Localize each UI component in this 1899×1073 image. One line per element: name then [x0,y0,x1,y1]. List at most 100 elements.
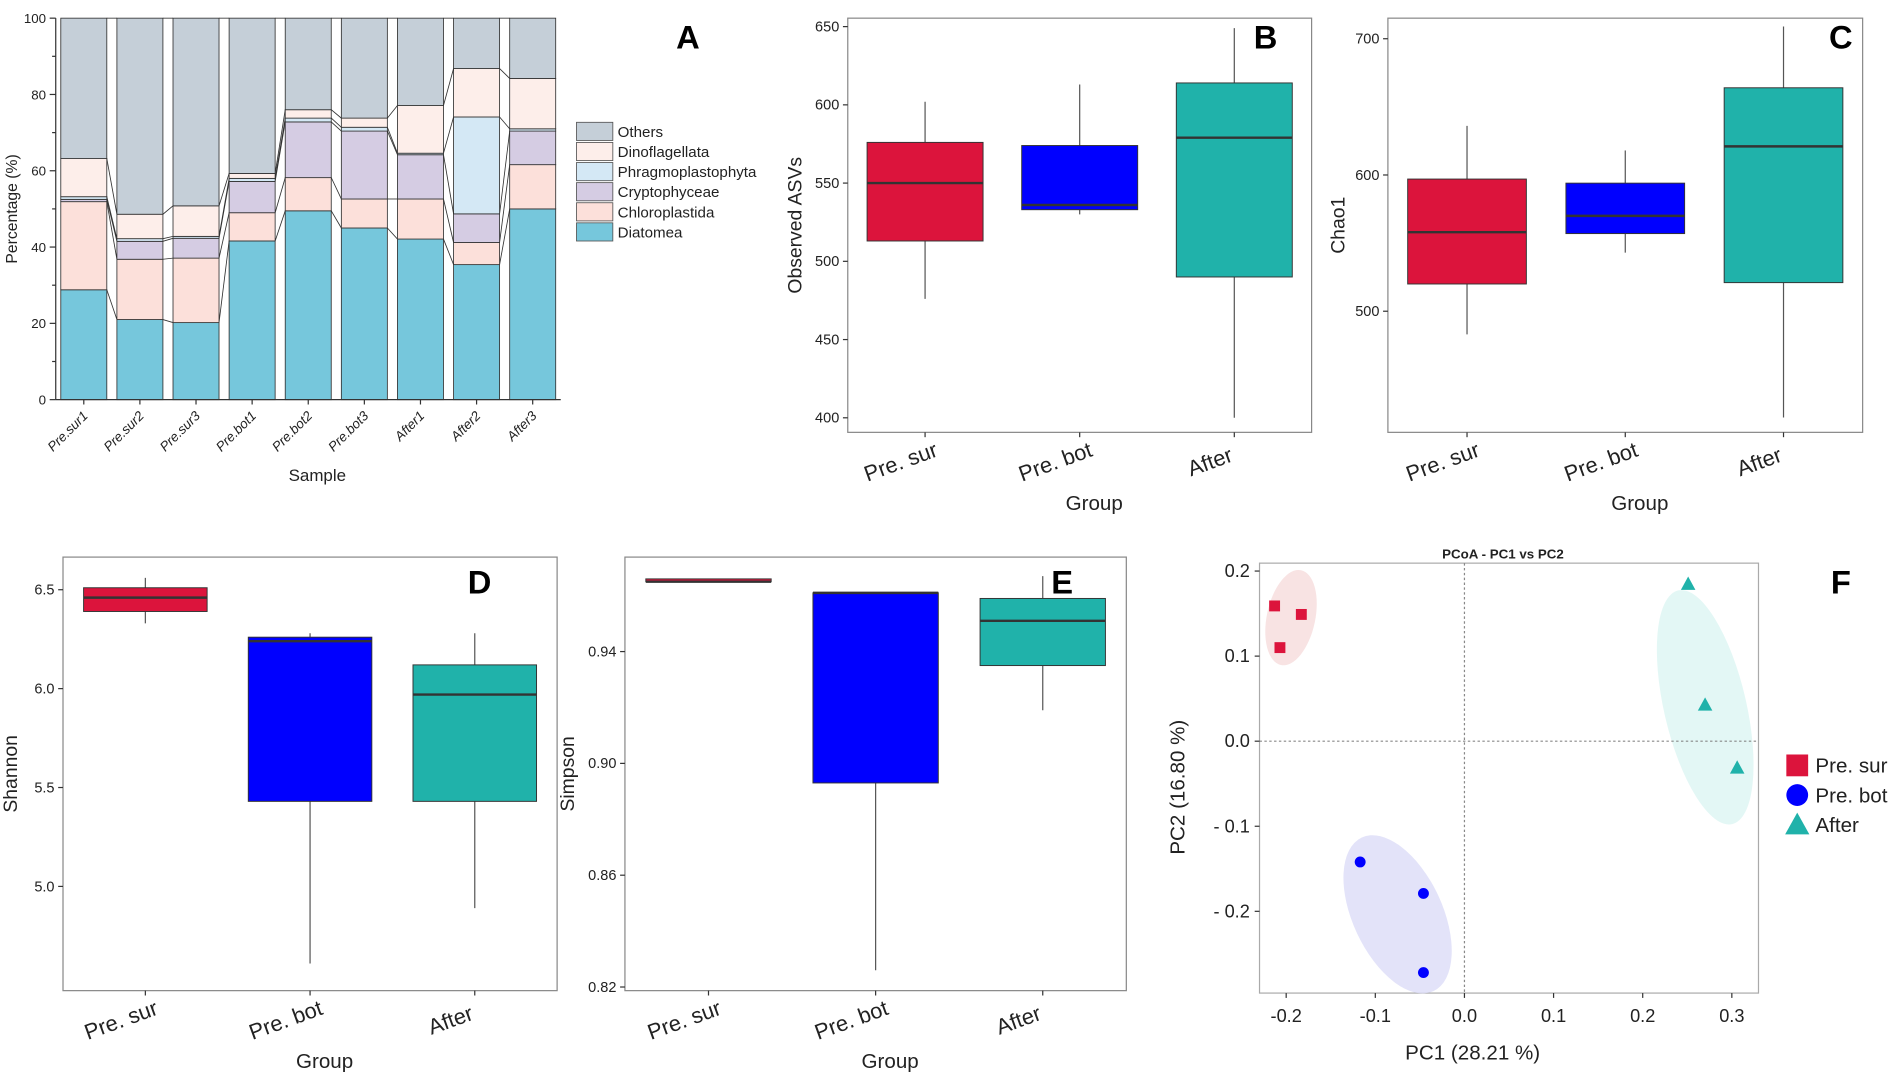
y-tick-label: 80 [31,87,46,102]
connector-line [106,289,118,320]
x-axis-label: PC1 (28.21 %) [1405,1042,1540,1065]
bar-segment-others [116,17,164,215]
panel-b: Pre. sur Pre. bot After 400 450 500 550 600 650 O… [785,17,1313,515]
x-tick-label: 0.0 [1452,1006,1477,1026]
x-tick-label: Pre. sur [81,995,161,1045]
x-tick-label: After2 [447,408,484,445]
x-tick-label: After3 [503,408,540,445]
panel-label-f: F [1831,563,1851,600]
bar-segment-chloroplastida [509,164,557,210]
bar-segment-others [228,17,276,174]
x-tick-label: Pre. bot [811,995,891,1045]
y-tick-label: 0.0 [1225,731,1250,751]
panel-c: Pre. sur Pre. bot After 500 600 700 Chao1 Group… [1327,17,1864,515]
legend-swatch [576,202,614,222]
connector-line [162,237,174,242]
x-tick-label: After [1184,442,1236,481]
bar-segment-cryptophyceae [340,130,388,200]
connector-line [330,109,342,119]
connector-line [218,212,230,259]
y-tick-label: 0.82 [588,980,616,996]
bar-segment-chloroplastida [397,198,444,240]
y-tick-label: - 0.2 [1213,901,1249,921]
bar-segment-cryptophyceae [228,181,276,214]
x-tick-label: 0.3 [1719,1006,1744,1026]
bar-segment-dinoflagellata [397,105,444,154]
connector-line [218,178,230,237]
connector-line [499,68,510,79]
bar-segment-chloroplastida [172,257,220,324]
y-tick-label: 6.0 [34,681,54,697]
bar-segment-cryptophyceae [453,213,501,243]
connector-line [499,116,511,130]
bar-segment-chloroplastida [60,201,108,291]
bar-segment-phragmoplastophyta [453,116,501,215]
legend-swatch [576,121,614,141]
box-pre-sur [866,141,984,242]
y-tick-label: 0.2 [1225,561,1250,581]
y-tick-label: 400 [815,411,839,427]
connector-line [106,199,118,242]
y-axis-label: Observed ASVs [785,157,807,294]
legend-swatch [576,141,614,162]
bar-segment-phragmoplastophyta [284,117,332,123]
bar-segment-others [340,17,388,119]
bar-segment-chloroplastida [284,177,332,212]
connector-line [106,158,118,215]
bar-segment-cryptophyceae [509,130,557,166]
panel-d: Pre. sur Pre. bot After 5.0 5.5 6.0 6.5 Shannon… [0,556,558,1073]
chart-title: PCoA - PC1 vs PC2 [1442,546,1564,561]
x-tick-label: 0.1 [1541,1006,1566,1026]
legend-label: Others [618,124,664,141]
y-axis-label: Shannon [0,735,22,813]
y-tick-label: 100 [24,11,46,26]
connector-line [386,127,398,154]
connector-line [274,210,286,242]
bar-segment-others [60,17,108,159]
confidence-ellipse [1343,835,1452,994]
y-tick-label: 0 [39,392,46,407]
legend-label: Diatomea [618,224,683,241]
box-after [979,597,1106,667]
y-tick-label: 500 [1355,304,1379,320]
connector-line [330,177,342,200]
bar-segment-diatomea [340,227,388,401]
point-pre-bot [1417,888,1429,899]
connector-line [387,105,398,119]
y-tick-label: 60 [31,164,46,179]
bar-segment-dinoflagellata [453,68,501,118]
legend-swatch [576,182,614,202]
y-tick-label: 650 [815,19,839,35]
x-tick-label: Pre.sur1 [45,408,91,454]
bar-segment-dinoflagellata [60,158,108,198]
panel-label-b: B [1254,18,1278,55]
x-tick-label: Pre.sur3 [157,408,204,455]
panel-label-d: D [468,563,492,600]
legend-label: Chloroplastida [618,204,715,221]
point-after [1680,576,1696,590]
bar-segment-diatomea [228,240,276,401]
point-after [1729,760,1745,774]
box-after [1175,82,1293,278]
connector-line [387,227,398,240]
bar-segment-dinoflagellata [172,205,220,237]
x-tick-label: Pre. bot [1561,437,1641,487]
y-tick-label: 6.5 [34,583,54,599]
y-tick-label: 600 [1355,168,1379,184]
bar-segment-others [172,17,220,207]
x-tick-label: After [425,1000,477,1039]
connector-line [218,240,230,323]
box-pre-bot [1021,145,1139,211]
x-tick-label: Pre. sur [644,995,724,1045]
x-axis-label: Group [1611,492,1668,515]
bar-segment-chloroplastida [340,198,388,229]
point-pre-bot [1354,856,1366,868]
x-tick-label: 0.2 [1630,1006,1655,1026]
bar-segment-diatomea [509,208,557,401]
bar-segment-chloroplastida [453,242,501,266]
legend-triangle-icon [1785,812,1810,835]
connector-line [499,131,511,214]
y-axis-label: Simpson [557,736,579,811]
panel-e: Pre. sur Pre. bot After 0.82 0.86 0.90 0.94 Sim… [557,556,1127,1073]
